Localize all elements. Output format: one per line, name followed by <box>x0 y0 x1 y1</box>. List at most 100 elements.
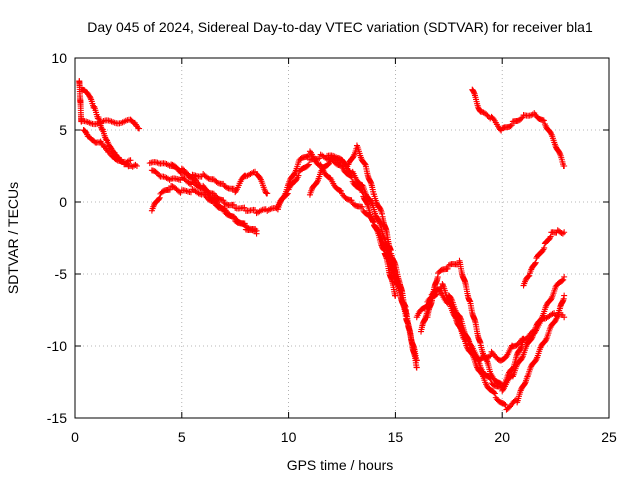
series-dip-d <box>424 257 527 391</box>
data-point <box>370 218 377 225</box>
data-point <box>184 171 191 178</box>
data-point <box>521 380 528 387</box>
data-point <box>559 230 566 237</box>
data-point <box>413 364 420 371</box>
y-tick-label: 0 <box>59 194 67 210</box>
data-point <box>375 227 382 234</box>
data-point <box>187 189 194 196</box>
series-late-top <box>469 86 568 169</box>
x-tick-label: 0 <box>71 429 79 445</box>
data-point <box>540 117 547 124</box>
data-point <box>350 154 357 161</box>
data-point <box>542 337 549 344</box>
data-point <box>447 294 454 301</box>
data-point <box>552 317 559 324</box>
x-axis-label: GPS time / hours <box>287 457 394 473</box>
data-point <box>350 153 357 160</box>
data-point <box>132 161 139 168</box>
data-point <box>491 390 498 397</box>
data-point <box>547 233 554 240</box>
data-point <box>348 197 355 204</box>
data-point <box>528 335 535 342</box>
data-point <box>252 207 259 214</box>
data-point <box>478 370 485 377</box>
data-point <box>518 355 525 362</box>
data-point <box>124 158 131 165</box>
data-point <box>327 158 334 165</box>
data-point <box>561 229 568 236</box>
x-axis: 0 5 10 15 20 25 <box>71 58 617 445</box>
data-point <box>497 380 504 387</box>
data-point <box>127 157 134 164</box>
data-point <box>359 203 366 210</box>
data-point <box>561 314 568 321</box>
data-point <box>117 158 124 165</box>
data-point <box>444 265 451 272</box>
data-point <box>222 201 229 208</box>
data-point <box>83 130 90 137</box>
data-point <box>518 115 525 122</box>
data-point <box>525 273 532 280</box>
series-early-lower <box>80 127 134 166</box>
data-point <box>295 172 302 179</box>
data-point <box>185 173 192 180</box>
data-point <box>508 122 515 129</box>
data-point <box>222 184 229 191</box>
x-tick-label: 10 <box>281 429 297 445</box>
data-point <box>313 179 320 186</box>
data-point <box>524 273 531 280</box>
data-point <box>291 170 298 177</box>
data-point <box>200 182 207 189</box>
data-point <box>156 194 163 201</box>
data-point <box>262 189 269 196</box>
x-tick-label: 5 <box>178 429 186 445</box>
data-point <box>133 163 140 169</box>
data-point <box>532 259 539 266</box>
data-point <box>253 227 260 234</box>
data-point <box>377 206 384 213</box>
data-point <box>532 357 539 364</box>
data-point <box>501 401 508 408</box>
data-point <box>204 174 211 181</box>
chart-title: Day 045 of 2024, Sidereal Day-to-day VTE… <box>87 19 593 35</box>
data-point <box>491 389 498 396</box>
data-point <box>520 335 527 342</box>
data-point <box>361 160 368 167</box>
data-point <box>559 277 566 284</box>
data-point <box>166 186 173 193</box>
data-point <box>547 130 554 137</box>
data-point <box>526 272 533 279</box>
data-point <box>532 260 539 267</box>
data-point <box>373 199 380 206</box>
data-point <box>338 188 345 195</box>
data-point <box>561 273 568 280</box>
data-point <box>439 280 446 287</box>
data-points <box>76 78 568 413</box>
series-dip-b <box>418 280 568 413</box>
data-point <box>304 153 311 160</box>
series-rise-c <box>306 154 420 364</box>
series-mid-d <box>168 163 260 234</box>
y-axis-label: SDTVAR / TECUs <box>5 182 21 294</box>
data-point <box>306 148 313 155</box>
data-point <box>156 195 163 202</box>
data-point <box>281 193 288 200</box>
data-point <box>337 187 344 194</box>
data-point <box>156 172 163 179</box>
data-point <box>244 224 251 231</box>
data-point <box>326 159 333 166</box>
y-axis: -15 -10 -5 0 5 10 <box>47 50 609 426</box>
data-point <box>483 111 490 118</box>
data-point <box>241 204 248 211</box>
x-tick-label: 25 <box>601 429 617 445</box>
grid-lines <box>75 58 609 418</box>
data-point <box>541 244 548 251</box>
data-point <box>379 210 386 217</box>
data-point <box>507 123 514 130</box>
y-tick-label: 5 <box>59 122 67 138</box>
x-tick-label: 15 <box>388 429 404 445</box>
data-point <box>177 189 184 196</box>
series-dip-c <box>445 292 568 364</box>
data-point <box>230 201 237 208</box>
data-point <box>154 159 161 166</box>
